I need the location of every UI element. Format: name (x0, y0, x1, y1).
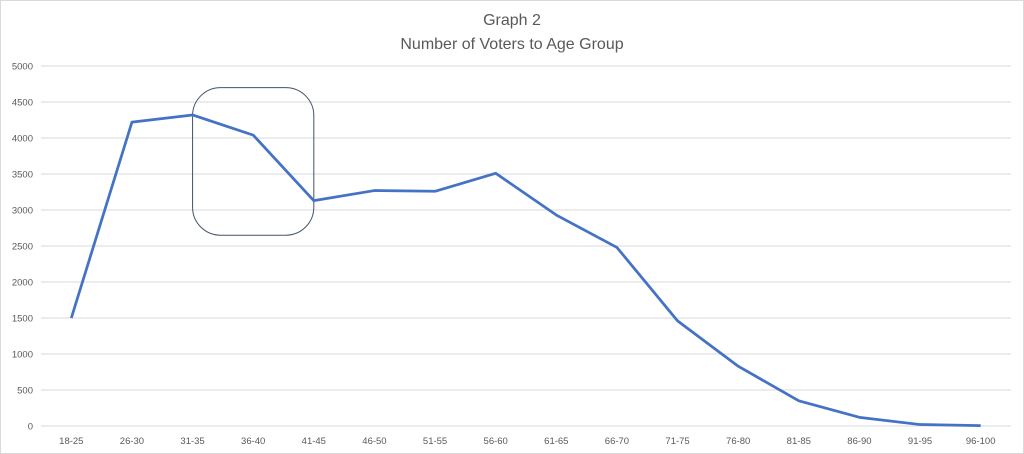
x-tick-label: 56-60 (484, 436, 508, 447)
y-tick-label: 4500 (12, 98, 33, 109)
x-tick-label: 81-85 (787, 436, 811, 447)
annotations (192, 87, 315, 236)
x-tick-label: 61-65 (544, 436, 568, 447)
y-tick-label: 1000 (12, 350, 33, 361)
x-tick-label: 51-55 (423, 436, 447, 447)
x-tick-label: 86-90 (847, 436, 871, 447)
x-tick-label: 31-35 (180, 436, 204, 447)
y-tick-label: 2000 (12, 278, 33, 289)
series-group (69, 113, 981, 428)
x-tick-label: 46-50 (362, 436, 386, 447)
y-tick-label: 2500 (12, 242, 33, 253)
x-tick-label: 36-40 (241, 436, 265, 447)
x-tick-label: 41-45 (302, 436, 326, 447)
y-tick-label: 0 (28, 422, 33, 433)
x-tick-label: 91-95 (908, 436, 932, 447)
gridlines (41, 65, 1011, 427)
x-tick-label: 26-30 (120, 436, 144, 447)
x-tick-label: 66-70 (605, 436, 629, 447)
x-axis: 18-25 26-30 31-35 36-40 41-45 46-50 51-55 56-60… (59, 436, 995, 447)
x-tick-label: 76-80 (726, 436, 750, 447)
x-tick-label: 18-25 (59, 436, 83, 447)
x-tick-label: 71-75 (665, 436, 689, 447)
chart-subtitle: Number of Voters to Age Group (400, 36, 623, 53)
y-tick-label: 4000 (12, 134, 33, 145)
y-tick-label: 500 (17, 386, 33, 397)
highlight-box (192, 87, 315, 236)
y-tick-label: 3000 (12, 206, 33, 217)
y-tick-label: 1500 (12, 314, 33, 325)
chart-title: Graph 2 (483, 12, 541, 29)
y-axis: 0 500 1000 1500 2000 2500 3000 3500 4000 4500 5000 (12, 62, 33, 433)
series-line (69, 113, 981, 428)
y-tick-label: 3500 (12, 170, 33, 181)
x-tick-label: 96-100 (966, 436, 996, 447)
y-tick-label: 5000 (12, 62, 33, 73)
